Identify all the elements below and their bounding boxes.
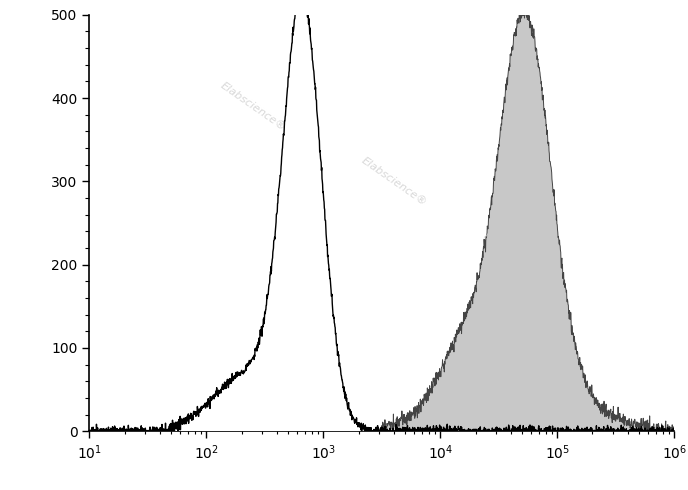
Text: Elabscience®: Elabscience® <box>482 230 551 282</box>
Text: Elabscience®: Elabscience® <box>219 80 288 132</box>
Text: Elabscience®: Elabscience® <box>359 155 428 207</box>
